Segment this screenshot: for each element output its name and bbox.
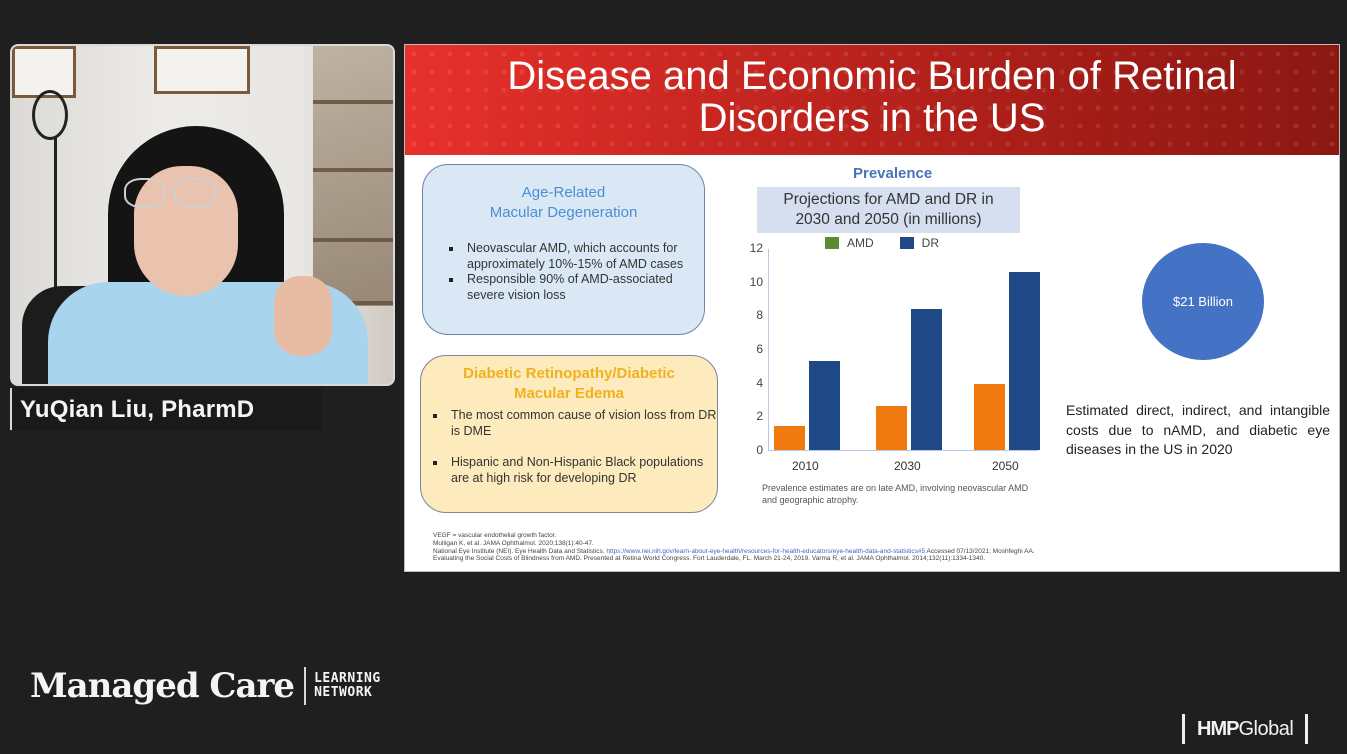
dr-heading-line-2: Macular Edema: [513, 385, 625, 402]
dr-heading-line-1: Diabetic Retinopathy/Diabetic: [463, 365, 675, 382]
hmp-wordmark: HMPGlobal: [1197, 717, 1294, 741]
wall-frame: [154, 46, 250, 94]
speaker-video[interactable]: [10, 44, 395, 386]
reference-line: Evaluating the Social Costs of Blindness…: [433, 555, 986, 563]
slide-title-line-2: Disorders in the US: [698, 96, 1046, 140]
reference-text: National Eye Institute (NEI). Eye Health…: [433, 547, 605, 555]
cost-value: $21 Billion: [1173, 294, 1233, 309]
hmp-mark: HMP: [1197, 717, 1239, 740]
bar-dr-2030: [911, 308, 942, 450]
x-tick-label: 2050: [992, 459, 1019, 473]
x-tick-label: 2010: [792, 459, 819, 473]
legend-label: DR: [921, 236, 940, 250]
y-tick-label: 0: [756, 443, 763, 457]
shared-slide: Disease and Economic Burden of Retinal D…: [404, 44, 1340, 572]
logo-learning: LEARNING: [314, 671, 381, 686]
bullet-item: Responsible 90% of AMD-associated severe…: [447, 272, 704, 303]
bullet-item: Neovascular AMD, which accounts for appr…: [447, 241, 704, 272]
reference-link[interactable]: https://www.nei.nih.gov/learn-about-eye-…: [606, 547, 926, 555]
slide-title-line-1: Disease and Economic Burden of Retinal: [507, 54, 1237, 98]
y-tick-label: 10: [749, 274, 763, 289]
chart-footnote: Prevalence estimates are on late AMD, in…: [762, 483, 1029, 505]
bar-amd-2030: [876, 406, 907, 450]
speaker-hand: [274, 276, 332, 356]
chart-legend: AMD DR: [825, 236, 939, 250]
dr-heading: Diabetic Retinopathy/Diabetic Macular Ed…: [421, 364, 717, 404]
legend-swatch-amd: [825, 237, 839, 249]
wall-frame: [12, 46, 76, 98]
legend-label: AMD: [847, 236, 874, 250]
bullet-item: Hispanic and Non-Hispanic Black populati…: [431, 455, 717, 486]
references: VEGF = vascular endothelial growth facto…: [433, 532, 1313, 563]
y-tick-label: 2: [756, 409, 763, 424]
dr-bullets: The most common cause of vision loss fro…: [431, 408, 717, 486]
logo-network: NETWORK: [314, 685, 373, 700]
legend-item-amd: AMD: [825, 236, 874, 250]
y-tick-label: 12: [749, 241, 763, 255]
speaker-glasses: [124, 178, 224, 212]
cost-circle: $21 Billion: [1142, 243, 1264, 360]
y-tick-label: 6: [756, 342, 763, 356]
bar-chart-plot: 0 2 4 6 8 10 12: [750, 241, 1040, 457]
logo-subtitle: LEARNING NETWORK: [314, 672, 381, 700]
prevalence-label: Prevalence: [853, 165, 933, 182]
participant-name: YuQian Liu, PharmD: [20, 396, 255, 423]
bookshelf: [313, 46, 393, 306]
chart-title: Projections for AMD and DR in 2030 and 2…: [757, 187, 1020, 233]
reference-line: Mulligan K, et al. JAMA Ophthalmol. 2020…: [433, 539, 594, 547]
logo-bracket-right: [1305, 714, 1309, 744]
y-tick-label: 4: [756, 375, 763, 390]
bar-dr-2010: [809, 360, 840, 450]
bar-amd-2050: [974, 384, 1005, 450]
reference-text: Accessed 07/13/2021; Moshfeghi AA.: [926, 547, 1035, 555]
bullet-item: The most common cause of vision loss fro…: [431, 408, 717, 439]
slide-header: [405, 45, 1339, 155]
amd-bullets: Neovascular AMD, which accounts for appr…: [447, 241, 704, 303]
hmp-global-logo: HMPGlobal: [1182, 714, 1309, 744]
logo-wordmark: Managed Care: [30, 666, 295, 706]
bar-amd-2010: [774, 426, 805, 450]
chart-title-line-2: 2030 and 2050 (in millions): [795, 211, 982, 228]
logo-divider: [304, 667, 307, 705]
participant-name-tag: YuQian Liu, PharmD: [10, 388, 322, 430]
hmp-global-text: Global: [1238, 717, 1294, 740]
chart-title-line-1: Projections for AMD and DR in: [783, 191, 994, 208]
cost-description: Estimated direct, indirect, and intangib…: [1066, 402, 1330, 457]
legend-item-dr: DR: [899, 236, 940, 250]
bar-dr-2050: [1009, 271, 1040, 450]
managed-care-logo: Managed Care LEARNING NETWORK: [30, 666, 381, 706]
reference-line: VEGF = vascular endothelial growth facto…: [433, 532, 557, 539]
logo-bracket-left: [1182, 714, 1185, 744]
dr-info-box: Diabetic Retinopathy/Diabetic Macular Ed…: [420, 355, 718, 513]
amd-info-box: Age-Related Macular Degeneration Neovasc…: [422, 164, 705, 335]
reference-line: National Eye Institute (NEI). Eye Health…: [433, 548, 1313, 556]
x-tick-label: 2030: [894, 459, 921, 473]
lamp-pole: [54, 136, 57, 296]
y-tick-label: 8: [756, 308, 763, 323]
lamp: [32, 90, 68, 140]
amd-heading: Age-Related Macular Degeneration: [423, 183, 704, 223]
legend-swatch-dr: [899, 237, 914, 249]
amd-heading-line-2: Macular Degeneration: [489, 204, 638, 221]
amd-heading-line-1: Age-Related: [521, 184, 606, 201]
slide-title: Disease and Economic Burden of Retinal D…: [445, 55, 1299, 139]
